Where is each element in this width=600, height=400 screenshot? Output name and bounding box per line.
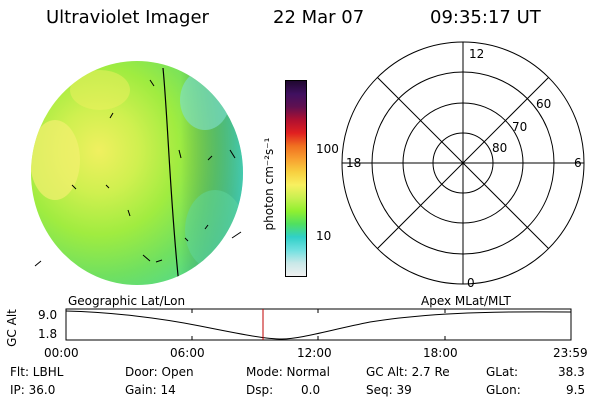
colorbar bbox=[285, 80, 307, 277]
mlt-label-6: 6 bbox=[574, 156, 582, 170]
instrument-title: Ultraviolet Imager bbox=[46, 7, 209, 28]
status-gc-alt: GC Alt: 2.7 Re bbox=[366, 365, 450, 379]
y-tick-high: 9.0 bbox=[38, 308, 58, 322]
status-glon-value: 9.5 bbox=[566, 383, 586, 397]
mlt-label-12: 12 bbox=[469, 47, 485, 61]
status-glon-label: GLon: bbox=[486, 383, 521, 397]
status-dsp-label: Dsp: bbox=[246, 383, 274, 397]
status-door: Door: Open bbox=[125, 365, 194, 379]
x-tick-2359: 23:59 bbox=[553, 346, 588, 360]
status-seq: Seq: 39 bbox=[366, 383, 412, 397]
y-tick-low: 1.8 bbox=[38, 327, 58, 341]
lat-label-60: 60 bbox=[536, 97, 552, 111]
x-tick-1800: 18:00 bbox=[423, 346, 458, 360]
status-dsp-value: 0.0 bbox=[301, 383, 321, 397]
status-filter: Flt: LBHL bbox=[10, 365, 64, 379]
colorbar-tick-10: 10 bbox=[316, 229, 332, 243]
altitude-curve bbox=[65, 310, 572, 340]
status-glat-label: GLat: bbox=[486, 365, 519, 379]
x-tick-0000: 00:00 bbox=[44, 346, 79, 360]
lat-label-70: 70 bbox=[512, 120, 528, 134]
time-label: 09:35:17 UT bbox=[430, 7, 541, 28]
timeline-left-title: Geographic Lat/Lon bbox=[68, 294, 186, 308]
mlt-label-0: 0 bbox=[467, 276, 475, 290]
status-ip: IP: 36.0 bbox=[10, 383, 56, 397]
status-glat-value: 38.3 bbox=[558, 365, 585, 379]
lat-label-80: 80 bbox=[492, 141, 508, 155]
status-mode: Mode: Normal bbox=[246, 365, 330, 379]
colorbar-tick-100: 100 bbox=[316, 142, 339, 156]
x-tick-1200: 12:00 bbox=[297, 346, 332, 360]
timeline-right-title: Apex MLat/MLT bbox=[421, 294, 511, 308]
x-tick-0600: 06:00 bbox=[170, 346, 205, 360]
timeline-frame bbox=[65, 308, 572, 341]
date-label: 22 Mar 07 bbox=[273, 7, 365, 28]
mlt-label-18: 18 bbox=[346, 156, 362, 170]
status-gain: Gain: 14 bbox=[125, 383, 176, 397]
